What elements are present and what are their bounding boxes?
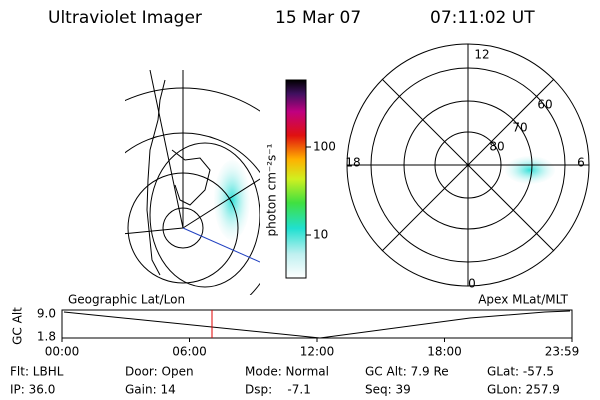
y-tick-label: 9.0 — [37, 307, 56, 321]
polar-plot — [346, 43, 590, 287]
mlt-label: 12 — [474, 48, 489, 62]
status-field: Gain: 14 — [125, 383, 176, 397]
x-tick-label: 23:59 — [545, 345, 580, 359]
colorbar-tick: 100 — [313, 140, 336, 154]
date: 15 Mar 07 — [275, 8, 361, 28]
time: 07:11:02 UT — [430, 8, 535, 28]
lat-label: 80 — [489, 140, 504, 154]
x-tick-label: 18:00 — [427, 345, 462, 359]
mlt-label: 6 — [577, 156, 585, 170]
status-field: GLon: 257.9 — [487, 383, 560, 397]
status-field: Door: Open — [125, 365, 194, 379]
status-field: IP: 36.0 — [10, 383, 55, 397]
lat-label: 70 — [512, 121, 527, 135]
status-field: GLat: -57.5 — [487, 365, 554, 379]
status-field: GC Alt: 7.9 Re — [365, 365, 449, 379]
status-field: Mode: Normal — [245, 365, 329, 379]
mlt-label: 0 — [468, 277, 476, 291]
alt-plot-frame — [61, 309, 573, 339]
color-bar — [285, 79, 307, 279]
status-field: Dsp: -7.1 — [245, 383, 311, 397]
plot-title: Apex MLat/MLT — [478, 293, 568, 307]
instrument: Ultraviolet Imager — [48, 8, 202, 28]
y-tick-label: 1.8 — [37, 330, 56, 344]
x-tick-label: 00:00 — [45, 345, 80, 359]
x-tick-label: 06:00 — [172, 345, 207, 359]
mlt-label: 18 — [345, 156, 360, 170]
alt-curve — [63, 310, 571, 339]
status-field: Seq: 39 — [365, 383, 411, 397]
lat-label: 60 — [537, 98, 552, 112]
geo-map — [125, 70, 260, 295]
y-label: GC Alt — [11, 307, 25, 345]
x-tick-label: 12:00 — [300, 345, 335, 359]
colorbar-label: photon cm⁻²s⁻¹ — [265, 143, 279, 236]
colorbar-tick: 10 — [313, 228, 328, 242]
status-field: Flt: LBHL — [10, 365, 64, 379]
plot-title: Geographic Lat/Lon — [68, 293, 185, 307]
